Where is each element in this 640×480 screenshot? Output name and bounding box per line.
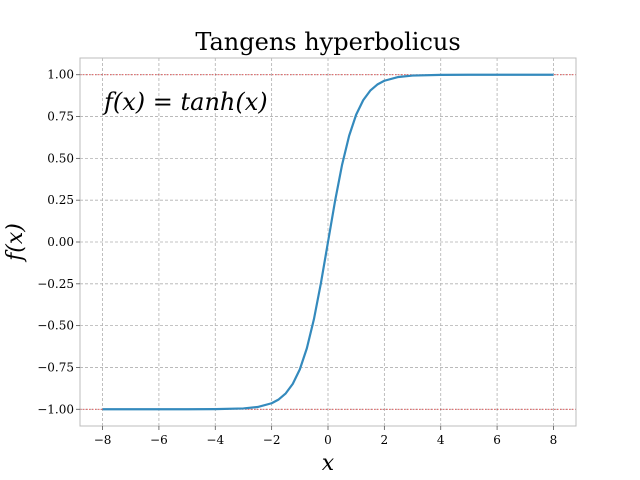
x-ticks: −8 −6 −4 −2 0 2 4 6 8 bbox=[94, 426, 558, 447]
x-tick-label: −4 bbox=[206, 433, 224, 447]
x-tick-label: −8 bbox=[94, 433, 112, 447]
y-tick-label: −0.25 bbox=[37, 277, 74, 291]
series-layer bbox=[102, 73, 554, 411]
y-tick-label: 1.00 bbox=[47, 68, 74, 82]
y-tick-label: −0.50 bbox=[37, 319, 74, 333]
y-tick-label: 0.00 bbox=[47, 235, 74, 249]
y-tick-label: 0.75 bbox=[47, 110, 74, 124]
x-axis-label: x bbox=[322, 451, 335, 476]
grid bbox=[80, 58, 576, 426]
y-ticks: −1.00 −0.75 −0.50 −0.25 0.00 0.25 0.50 0.75 1.00 bbox=[37, 68, 80, 416]
y-tick-label: −0.75 bbox=[37, 360, 74, 374]
x-tick-label: 2 bbox=[381, 433, 389, 447]
x-tick-label: 0 bbox=[324, 433, 332, 447]
formula-annotation: f(x) = tanh(x) bbox=[102, 88, 268, 116]
chart-title: Tangens hyperbolicus bbox=[195, 28, 460, 56]
y-tick-label: −1.00 bbox=[37, 402, 74, 416]
tanh-curve bbox=[102, 73, 554, 411]
x-tick-label: 6 bbox=[493, 433, 501, 447]
x-tick-label: 4 bbox=[437, 433, 445, 447]
y-tick-label: 0.25 bbox=[47, 193, 74, 207]
y-tick-label: 0.50 bbox=[47, 151, 74, 165]
x-tick-label: 8 bbox=[550, 433, 558, 447]
x-tick-label: −2 bbox=[263, 433, 281, 447]
x-tick-label: −6 bbox=[150, 433, 168, 447]
y-axis-label: f(x) bbox=[3, 223, 28, 263]
